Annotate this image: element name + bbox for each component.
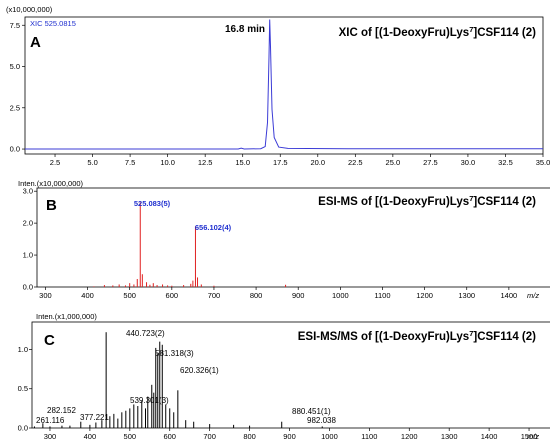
panel-b-x-tick-label: 800 xyxy=(250,291,263,300)
panel-b-x-tick-label: 400 xyxy=(81,291,94,300)
panel-c-peak-label-982: 982.038 xyxy=(307,416,336,425)
panel-c-x-axis: 300 400 500 600 700 800 900 1000 1100 1200 1300 140… xyxy=(44,428,538,441)
panel-c-x-tick-label: 900 xyxy=(283,432,296,441)
panel-a-x-tick-label: 20.0 xyxy=(310,158,325,167)
panel-b-y-tick-label: 0.0 xyxy=(23,283,33,292)
panel-c-x-label: m/z xyxy=(527,432,539,441)
panel-a-x-tick-label: 7.5 xyxy=(125,158,135,167)
panel-b-peak-label-525: 525.083(5) xyxy=(134,199,171,208)
panel-b-peak-label-656: 656.102(4) xyxy=(195,223,232,232)
panel-a-x-tick-label: 12.5 xyxy=(198,158,213,167)
panel-b-x-tick-label: 1300 xyxy=(458,291,475,300)
panel-a-x-tick-label: 35.0 xyxy=(536,158,550,167)
panel-a-x-tick-label: 5.0 xyxy=(87,158,97,167)
panel-b-x-tick-label: 1200 xyxy=(416,291,433,300)
panel-a: (x10,000,000) XIC 525.0815 A XIC of [(1-… xyxy=(6,5,550,167)
panel-b-y-tick-label: 2.0 xyxy=(23,219,33,228)
panel-c-x-tick-label: 1300 xyxy=(441,432,458,441)
panel-a-trace-label: XIC 525.0815 xyxy=(30,19,76,28)
panel-a-plot-frame xyxy=(24,16,544,155)
panel-c: Inten.(x1,000,000) C ESI-MS/MS of [(1-De… xyxy=(18,312,550,441)
panel-b-spectrum xyxy=(93,202,287,287)
panel-b-y-tick-label: 3.0 xyxy=(23,187,33,196)
panel-c-x-tick-label: 500 xyxy=(124,432,137,441)
panel-c-plot-frame xyxy=(31,321,550,429)
panel-a-letter: A xyxy=(30,34,41,51)
panel-c-letter: C xyxy=(44,332,55,349)
panel-c-x-tick-label: 800 xyxy=(243,432,256,441)
panel-c-title: ESI-MS/MS of [(1-DeoxyFru)Lys7]CSF114 (2… xyxy=(298,329,536,343)
panel-c-peak-label-261: 261.116 xyxy=(36,416,65,425)
panel-a-y-tick-label: 5.0 xyxy=(10,62,20,71)
panel-a-x-tick-label: 22.5 xyxy=(348,158,363,167)
panel-a-xic-line xyxy=(25,19,543,150)
panel-c-peak-label-377: 377.221 xyxy=(80,413,109,422)
panel-c-x-tick-label: 1500 xyxy=(521,432,538,441)
panel-b-y-axis: 0.0 1.0 2.0 3.0 xyxy=(23,187,37,292)
panel-a-y-tick-label: 7.5 xyxy=(10,21,20,30)
panel-b-x-tick-label: 1100 xyxy=(374,291,390,300)
panel-a-x-tick-label: 15.0 xyxy=(235,158,250,167)
panel-c-y-tick-label: 0.0 xyxy=(18,424,28,433)
panel-b-x-tick-label: 700 xyxy=(208,291,221,300)
panel-b-x-label: m/z xyxy=(527,291,539,300)
panel-a-y-multiplier: (x10,000,000) xyxy=(6,5,53,14)
panel-c-y-axis: 0.0 0.5 1.0 xyxy=(18,345,32,433)
panel-c-x-tick-label: 1000 xyxy=(321,432,338,441)
panel-c-x-tick-label: 700 xyxy=(203,432,216,441)
panel-c-peak-label-880: 880.451(1) xyxy=(292,407,331,416)
panel-a-x-tick-label: 2.5 xyxy=(50,158,60,167)
panel-a-y-axis: 0.0 2.5 5.0 7.5 xyxy=(10,21,25,154)
panel-a-x-tick-label: 10.0 xyxy=(160,158,175,167)
panel-b-x-tick-label: 1400 xyxy=(501,291,518,300)
panel-c-y-label: Inten.(x1,000,000) xyxy=(36,312,97,321)
panel-a-peak-annotation: 16.8 min xyxy=(225,24,265,35)
panel-b-x-tick-label: 1000 xyxy=(332,291,349,300)
panel-c-y-tick-label: 0.5 xyxy=(18,384,28,393)
panel-c-x-tick-label: 400 xyxy=(84,432,97,441)
panel-a-y-tick-label: 2.5 xyxy=(10,103,20,112)
panel-a-title: XIC of [(1-DeoxyFru)Lys7]CSF114 (2) xyxy=(339,25,537,39)
panel-a-x-axis: 2.5 5.0 7.5 10.0 12.5 15.0 17.5 20.0 22.5 25.0 27.… xyxy=(50,154,550,167)
panel-a-y-tick-label: 0.0 xyxy=(10,145,20,154)
panel-b-x-tick-label: 600 xyxy=(166,291,179,300)
panel-a-x-tick-label: 32.5 xyxy=(498,158,513,167)
panel-a-x-tick-label: 30.0 xyxy=(461,158,476,167)
panel-c-x-tick-label: 300 xyxy=(44,432,57,441)
panel-b-x-tick-label: 900 xyxy=(292,291,305,300)
panel-c-peak-label-282: 282.152 xyxy=(47,406,76,415)
panel-a-x-tick-label: 25.0 xyxy=(386,158,401,167)
panel-b-x-tick-label: 300 xyxy=(39,291,52,300)
panel-c-x-tick-label: 1200 xyxy=(401,432,418,441)
panel-b-x-tick-label: 500 xyxy=(123,291,136,300)
panel-b-title: ESI-MS of [(1-DeoxyFru)Lys7]CSF114 (2) xyxy=(318,194,536,208)
panel-c-y-tick-label: 1.0 xyxy=(18,345,28,354)
panel-b-y-tick-label: 1.0 xyxy=(23,251,33,260)
panel-b-plot-frame xyxy=(36,187,550,288)
panel-c-x-tick-label: 1400 xyxy=(481,432,498,441)
panel-c-peak-label-620: 620.326(1) xyxy=(180,366,219,375)
panel-c-peak-label-440: 440.723(2) xyxy=(126,329,165,338)
panel-b-letter: B xyxy=(46,197,57,214)
panel-b-x-axis: 300 400 500 600 700 800 900 1000 1100 1200 1300 140… xyxy=(39,287,517,300)
panel-b-y-label: Inten.(x10,000,000) xyxy=(18,179,84,188)
panel-c-x-tick-label: 600 xyxy=(163,432,176,441)
panel-a-x-tick-label: 27.5 xyxy=(423,158,438,167)
panel-c-spectrum xyxy=(33,332,323,428)
panel-c-peak-label-539: 539.301(3) xyxy=(130,396,169,405)
panel-a-x-tick-label: 17.5 xyxy=(273,158,288,167)
panel-c-peak-label-581: 581.318(3) xyxy=(155,349,194,358)
panel-a-trace xyxy=(25,19,543,150)
panel-c-x-tick-label: 1100 xyxy=(361,432,377,441)
panel-b: Inten.(x10,000,000) B ESI-MS of [(1-Deox… xyxy=(18,179,550,300)
